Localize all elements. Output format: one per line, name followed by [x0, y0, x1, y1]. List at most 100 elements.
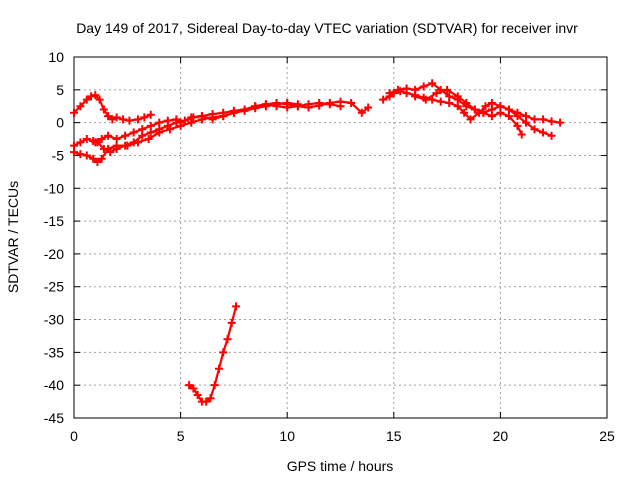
data-point: [163, 116, 172, 125]
data-point: [315, 101, 324, 110]
data-point: [479, 108, 488, 117]
data-point: [517, 130, 526, 139]
data-point: [97, 135, 106, 144]
data-point: [293, 100, 302, 109]
data-point: [91, 138, 100, 147]
data-point: [466, 115, 475, 124]
data-point: [556, 118, 565, 127]
y-tick-label: -20: [44, 246, 64, 262]
data-point: [261, 102, 270, 111]
y-tick-label: 0: [56, 115, 64, 131]
data-point: [112, 113, 121, 122]
data-point: [443, 85, 452, 94]
data-point: [99, 144, 108, 153]
data-point: [125, 116, 134, 125]
data-point: [272, 100, 281, 109]
data-point: [402, 84, 411, 93]
data-point: [155, 118, 164, 127]
data-point: [436, 97, 445, 106]
data-point: [232, 302, 241, 311]
data-point: [189, 384, 198, 393]
data-point: [76, 150, 85, 159]
y-tick-label: -15: [44, 213, 64, 229]
data-point: [193, 391, 202, 400]
plot-frame: [73, 56, 608, 419]
data-point: [99, 105, 108, 114]
data-point: [97, 154, 106, 163]
x-tick-label: 5: [177, 428, 185, 444]
data-point: [144, 135, 153, 144]
data-point: [70, 108, 78, 117]
data-point: [91, 91, 100, 100]
data-point: [539, 128, 548, 137]
data-point: [106, 148, 115, 157]
x-tick-label: 10: [279, 428, 295, 444]
grid-layer: [74, 57, 607, 418]
data-point: [496, 108, 505, 117]
data-point: [539, 115, 548, 124]
data-point: [185, 381, 194, 390]
data-point: [70, 141, 78, 150]
data-point: [251, 104, 260, 113]
data-point: [513, 121, 522, 130]
series-line-track-g: [414, 88, 523, 136]
data-point: [82, 95, 91, 104]
data-point: [176, 118, 185, 127]
x-tick-label: 0: [70, 428, 78, 444]
data-point: [481, 102, 490, 111]
y-tick-label: 10: [48, 49, 64, 65]
data-point: [133, 115, 142, 124]
data-point: [530, 115, 539, 124]
data-point: [364, 103, 373, 112]
y-tick-label: -5: [52, 147, 65, 163]
data-point: [419, 82, 428, 91]
data-point: [129, 128, 138, 137]
data-point: [146, 121, 155, 130]
data-point: [462, 98, 471, 107]
data-point: [104, 131, 113, 140]
axis-layer: 0 5 10 15 20 25 10 5 0 -5 -10 -15 -20 -25 -30 -35 -40 -45: [44, 49, 615, 444]
data-point: [283, 98, 292, 107]
data-point: [121, 131, 130, 140]
data-point: [208, 115, 217, 124]
data-point: [112, 144, 121, 153]
data-point: [76, 102, 85, 111]
data-point: [504, 112, 513, 121]
x-axis-label: GPS time / hours: [287, 458, 394, 474]
data-point: [206, 394, 215, 403]
y-tick-label: -30: [44, 312, 64, 328]
data-point: [428, 79, 437, 88]
data-point: [89, 154, 98, 163]
data-point: [227, 318, 236, 327]
series-layer: [70, 79, 565, 406]
data-point: [87, 92, 96, 101]
data-point: [357, 108, 366, 117]
data-point: [460, 108, 469, 117]
data-point: [202, 397, 211, 406]
data-point: [146, 110, 155, 119]
data-point: [112, 135, 121, 144]
data-point: [138, 125, 147, 134]
x-tick-label: 25: [599, 428, 615, 444]
data-point: [210, 381, 219, 390]
data-point: [521, 118, 530, 127]
data-point: [470, 105, 479, 114]
data-point: [394, 85, 403, 94]
data-point: [95, 95, 104, 104]
data-point: [93, 158, 102, 167]
data-point: [432, 89, 441, 98]
data-point: [140, 113, 149, 122]
data-point: [229, 108, 238, 117]
data-point: [121, 141, 130, 150]
y-axis-label: SDTVAR / TECUs: [5, 181, 21, 293]
data-point: [304, 103, 313, 112]
series-line-track-h: [188, 305, 238, 403]
data-point: [172, 115, 181, 124]
data-point: [240, 106, 249, 115]
data-point: [530, 125, 539, 134]
data-point: [104, 112, 113, 121]
data-point: [325, 98, 334, 107]
data-point: [445, 92, 454, 101]
data-point: [219, 348, 228, 357]
data-point: [513, 112, 522, 121]
